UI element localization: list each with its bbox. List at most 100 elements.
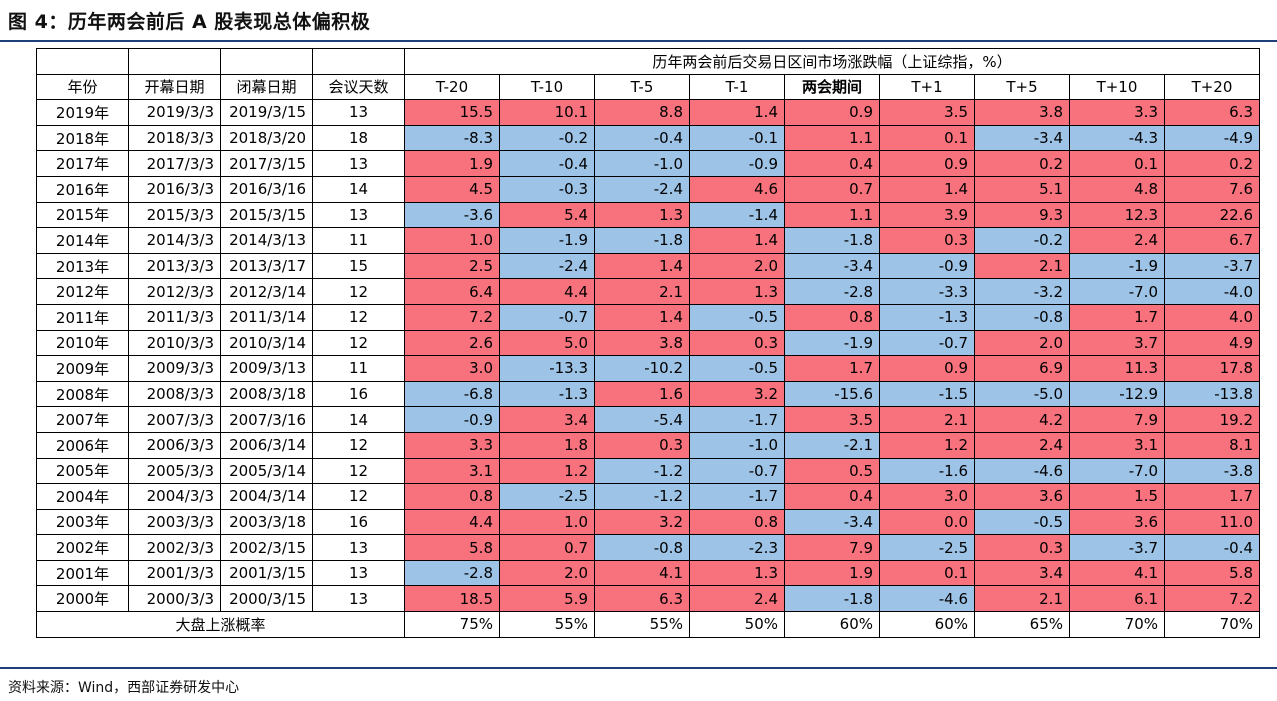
return-cell: 2.1	[974, 252, 1070, 280]
days-cell: 13	[312, 150, 405, 177]
source-note: 资料来源：Wind，西部证券研发中心	[8, 680, 240, 696]
probability-cell: 60%	[879, 611, 975, 638]
close-date-cell: 2005/3/14	[220, 457, 313, 485]
return-cell: -2.5	[499, 483, 595, 510]
return-cell: 1.4	[594, 303, 690, 331]
bottom-rule	[0, 667, 1277, 669]
blank-header-cell	[128, 48, 221, 75]
return-cell: 1.7	[1164, 483, 1260, 510]
return-cell: 10.1	[499, 99, 595, 126]
days-cell: 13	[312, 585, 405, 613]
return-cell: -3.2	[974, 278, 1070, 305]
return-cell: -2.4	[594, 175, 690, 203]
year-cell: 2002年	[36, 534, 129, 561]
return-cell: -0.5	[689, 303, 785, 331]
close-date-cell: 2009/3/13	[220, 355, 313, 382]
return-cell: -0.5	[974, 508, 1070, 536]
return-cell: -6.8	[404, 380, 500, 408]
return-cell: -1.0	[689, 431, 785, 459]
close-date-cell: 2006/3/14	[220, 431, 313, 459]
year-cell: 2000年	[36, 585, 129, 613]
return-cell: 0.2	[974, 150, 1070, 177]
return-cell: 11.0	[1164, 508, 1260, 536]
return-cell: 8.1	[1164, 431, 1260, 459]
open-date-cell: 2008/3/3	[128, 380, 221, 408]
return-cell: -1.3	[499, 380, 595, 408]
return-cell: 0.5	[784, 457, 880, 485]
return-cell: 2.5	[404, 252, 500, 280]
probability-cell: 70%	[1069, 611, 1165, 638]
return-cell: 2.4	[689, 585, 785, 613]
return-cell: 3.8	[594, 329, 690, 357]
days-cell: 12	[312, 457, 405, 485]
return-cell: -7.0	[1069, 457, 1165, 485]
return-cell: 2.4	[1069, 227, 1165, 254]
return-cell: -0.7	[879, 329, 975, 357]
return-cell: 12.3	[1069, 201, 1165, 229]
year-cell: 2016年	[36, 175, 129, 203]
year-cell: 2003年	[36, 508, 129, 536]
column-header: T+20	[1164, 73, 1260, 101]
open-date-cell: 2013/3/3	[128, 252, 221, 280]
return-cell: -0.4	[499, 150, 595, 177]
column-header: 开幕日期	[128, 73, 221, 101]
return-cell: 4.5	[404, 175, 500, 203]
close-date-cell: 2014/3/13	[220, 227, 313, 254]
table-row: 2006年 2006/3/3 2006/3/14 12 3.3 1.8 0.3 -1.0 -2.…	[36, 431, 1260, 459]
return-cell: 2.1	[974, 585, 1070, 613]
return-cell: 5.9	[499, 585, 595, 613]
return-cell: -0.3	[499, 175, 595, 203]
table-row: 2019年 2019/3/3 2019/3/15 13 15.5 10.1 8.8 1.4 0.…	[36, 99, 1260, 126]
close-date-cell: 2013/3/17	[220, 252, 313, 280]
days-cell: 12	[312, 329, 405, 357]
close-date-cell: 2003/3/18	[220, 508, 313, 536]
return-cell: -3.6	[404, 201, 500, 229]
close-date-cell: 2004/3/14	[220, 483, 313, 510]
return-cell: -1.5	[879, 380, 975, 408]
return-cell: 4.8	[1069, 175, 1165, 203]
year-cell: 2015年	[36, 201, 129, 229]
return-cell: -4.0	[1164, 278, 1260, 305]
days-cell: 11	[312, 355, 405, 382]
return-cell: -0.2	[974, 227, 1070, 254]
return-cell: 0.4	[784, 483, 880, 510]
return-cell: 7.2	[404, 303, 500, 331]
return-cell: -2.4	[499, 252, 595, 280]
column-header: T-20	[404, 73, 500, 101]
days-cell: 16	[312, 508, 405, 536]
year-cell: 2014年	[36, 227, 129, 254]
return-cell: 1.4	[689, 99, 785, 126]
return-cell: 6.3	[594, 585, 690, 613]
return-cell: 6.9	[974, 355, 1070, 382]
return-cell: 3.3	[1069, 99, 1165, 126]
return-cell: 6.1	[1069, 585, 1165, 613]
year-cell: 2005年	[36, 457, 129, 485]
close-date-cell: 2018/3/20	[220, 124, 313, 152]
return-cell: -0.7	[689, 457, 785, 485]
return-cell: -4.9	[1164, 124, 1260, 152]
return-cell: -3.4	[784, 508, 880, 536]
return-cell: 3.5	[784, 406, 880, 433]
table-row: 2002年 2002/3/3 2002/3/15 13 5.8 0.7 -0.8 -2.3 7.…	[36, 534, 1260, 561]
year-cell: 2017年	[36, 150, 129, 177]
return-cell: 2.4	[974, 431, 1070, 459]
table-row: 2005年 2005/3/3 2005/3/14 12 3.1 1.2 -1.2 -0.7 0.…	[36, 457, 1260, 485]
return-cell: -1.7	[689, 483, 785, 510]
return-cell: -0.1	[689, 124, 785, 152]
return-cell: 0.1	[879, 124, 975, 152]
return-cell: -2.8	[404, 559, 500, 587]
return-cell: 4.6	[689, 175, 785, 203]
open-date-cell: 2003/3/3	[128, 508, 221, 536]
return-cell: 1.2	[879, 431, 975, 459]
close-date-cell: 2000/3/15	[220, 585, 313, 613]
return-cell: -1.2	[594, 483, 690, 510]
return-cell: -4.3	[1069, 124, 1165, 152]
year-cell: 2012年	[36, 278, 129, 305]
return-cell: -3.7	[1069, 534, 1165, 561]
days-cell: 13	[312, 201, 405, 229]
return-cell: 0.1	[1069, 150, 1165, 177]
return-cell: -5.0	[974, 380, 1070, 408]
return-cell: 0.2	[1164, 150, 1260, 177]
year-cell: 2004年	[36, 483, 129, 510]
return-cell: -1.7	[689, 406, 785, 433]
